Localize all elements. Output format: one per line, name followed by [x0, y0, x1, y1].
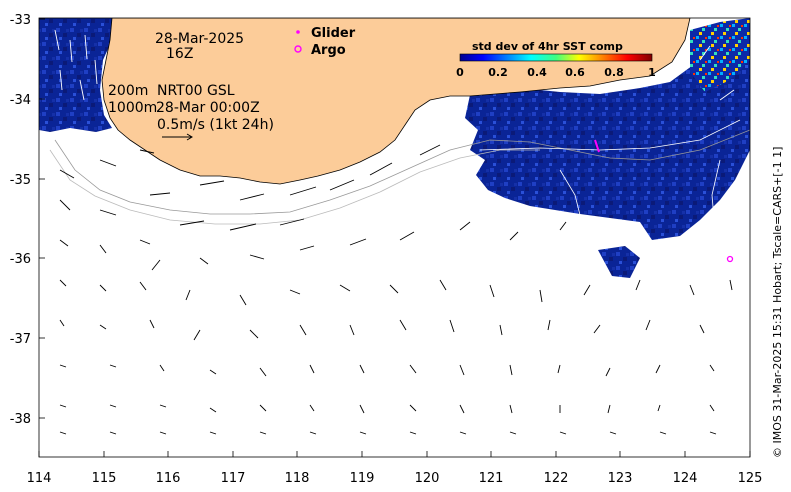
contour-white: [479, 119, 741, 231]
x-tick-label: 116: [156, 471, 181, 486]
scale-arrow: [162, 133, 193, 141]
x-tick-label: 119: [350, 471, 375, 486]
y-tick-label: -36: [10, 252, 31, 267]
model-name: NRT00 GSL: [157, 83, 235, 99]
map-date: 28-Mar-2025: [155, 31, 244, 47]
x-tick-label: 124: [673, 471, 698, 486]
y-tick-label: -37: [10, 332, 31, 347]
sst-patch-hot: [690, 18, 750, 92]
glider-legend-icon: [296, 30, 300, 34]
depth-1000: 1000m: [108, 100, 157, 116]
x-tick-label: 121: [479, 471, 504, 486]
y-tick-label: -34: [10, 93, 31, 108]
x-tick-label: 125: [738, 471, 763, 486]
y-axis: [39, 18, 45, 419]
y-tick-label: -38: [10, 412, 31, 427]
x-tick-label: 122: [544, 471, 569, 486]
glider-legend-label: Glider: [311, 26, 356, 41]
colorbar-title: std dev of 4hr SST comp: [472, 40, 623, 53]
argo-legend-label: Argo: [311, 43, 346, 58]
scale-label: 0.5m/s (1kt 24h): [157, 117, 274, 133]
contour-200m: [54, 129, 750, 215]
x-tick-label: 123: [608, 471, 633, 486]
colorbar-tick: 0: [456, 66, 464, 79]
current-arrows: [59, 144, 733, 435]
x-axis: [38, 451, 751, 457]
x-tick-label: 115: [92, 471, 117, 486]
x-tick-label: 114: [27, 471, 52, 486]
colorbar-tick: 0.4: [527, 66, 547, 79]
y-tick-label: -33: [10, 13, 31, 28]
x-tick-label: 118: [285, 471, 310, 486]
model-time: 28-Mar 00:00Z: [156, 100, 260, 116]
contour-1000m: [49, 149, 540, 225]
argo-float-marker: [726, 255, 734, 263]
x-tick-label: 120: [415, 471, 440, 486]
sst-patch-east: [465, 22, 750, 240]
glider-track: [594, 139, 600, 153]
map-hour: 16Z: [166, 46, 193, 62]
credit-text: © IMOS 31-Mar-2025 15:31 Hobart; Tscale=…: [771, 147, 784, 458]
current-arrows-white: [54, 29, 735, 101]
colorbar-tick: 1: [648, 66, 656, 79]
sst-patch-south: [598, 246, 640, 278]
colorbar-tick: 0.8: [604, 66, 624, 79]
colorbar-tick: 0.2: [488, 66, 508, 79]
argo-legend-icon: [294, 45, 302, 53]
depth-200: 200m: [108, 83, 148, 99]
y-tick-label: -35: [10, 173, 31, 188]
colorbar-tick: 0.6: [565, 66, 585, 79]
x-tick-label: 117: [221, 471, 246, 486]
plot-frame: [38, 17, 751, 458]
colorbar: [459, 53, 653, 62]
